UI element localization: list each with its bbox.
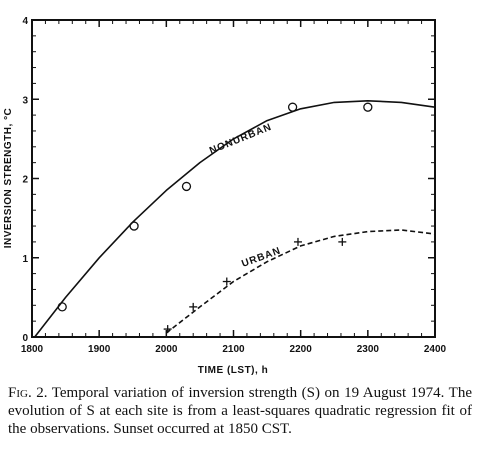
- data-point-nonurban: [57, 302, 67, 312]
- series-layer: [34, 100, 436, 338]
- x-tick-label: 2400: [424, 344, 447, 355]
- y-axis-label: INVERSION STRENGTH, °C: [3, 108, 14, 249]
- figure-caption: Fig. 2. Temporal variation of inversion …: [8, 384, 472, 438]
- fit-line-urban: [165, 229, 436, 334]
- chart: 1800 1900 2000 2100 2200 2300 2400 0 1 2 3 4 TIME …: [3, 16, 447, 376]
- caption-figure-label: Fig. 2.: [8, 385, 48, 401]
- data-point-urban: [222, 277, 231, 286]
- x-tick-label: 1800: [21, 344, 44, 355]
- fit-line-nonurban: [34, 100, 436, 338]
- data-point-urban: [338, 237, 347, 246]
- data-point-urban: [163, 325, 172, 334]
- axis-ticks: [31, 19, 436, 338]
- x-tick-label: 2200: [290, 344, 313, 355]
- x-tick-label: 2100: [222, 344, 245, 355]
- data-point-urban: [189, 302, 198, 311]
- x-axis-label: TIME (LST), h: [198, 365, 268, 376]
- x-tick-label: 2300: [357, 344, 380, 355]
- x-tick-label: 1900: [88, 344, 111, 355]
- data-point-nonurban: [363, 102, 373, 112]
- data-point-urban: [293, 237, 302, 246]
- x-tick-label: 2000: [155, 344, 178, 355]
- plot-frame: [31, 19, 436, 338]
- data-point-nonurban: [181, 181, 192, 192]
- x-tick-labels: 1800 1900 2000 2100 2200 2300 2400: [21, 344, 447, 355]
- caption-text: Temporal variation of inversion strength…: [8, 385, 473, 437]
- y-tick-label: 3: [22, 95, 28, 106]
- series-label-urban: URBAN: [240, 245, 282, 269]
- data-point-nonurban: [287, 102, 298, 112]
- series-label-nonurban: NONURBAN: [208, 122, 274, 157]
- y-tick-labels: 0 1 2 3 4: [22, 16, 28, 344]
- y-tick-label: 1: [22, 254, 28, 265]
- data-point-nonurban: [129, 221, 139, 231]
- y-tick-label: 4: [22, 16, 28, 27]
- y-tick-label: 0: [22, 333, 28, 344]
- y-tick-label: 2: [22, 175, 28, 186]
